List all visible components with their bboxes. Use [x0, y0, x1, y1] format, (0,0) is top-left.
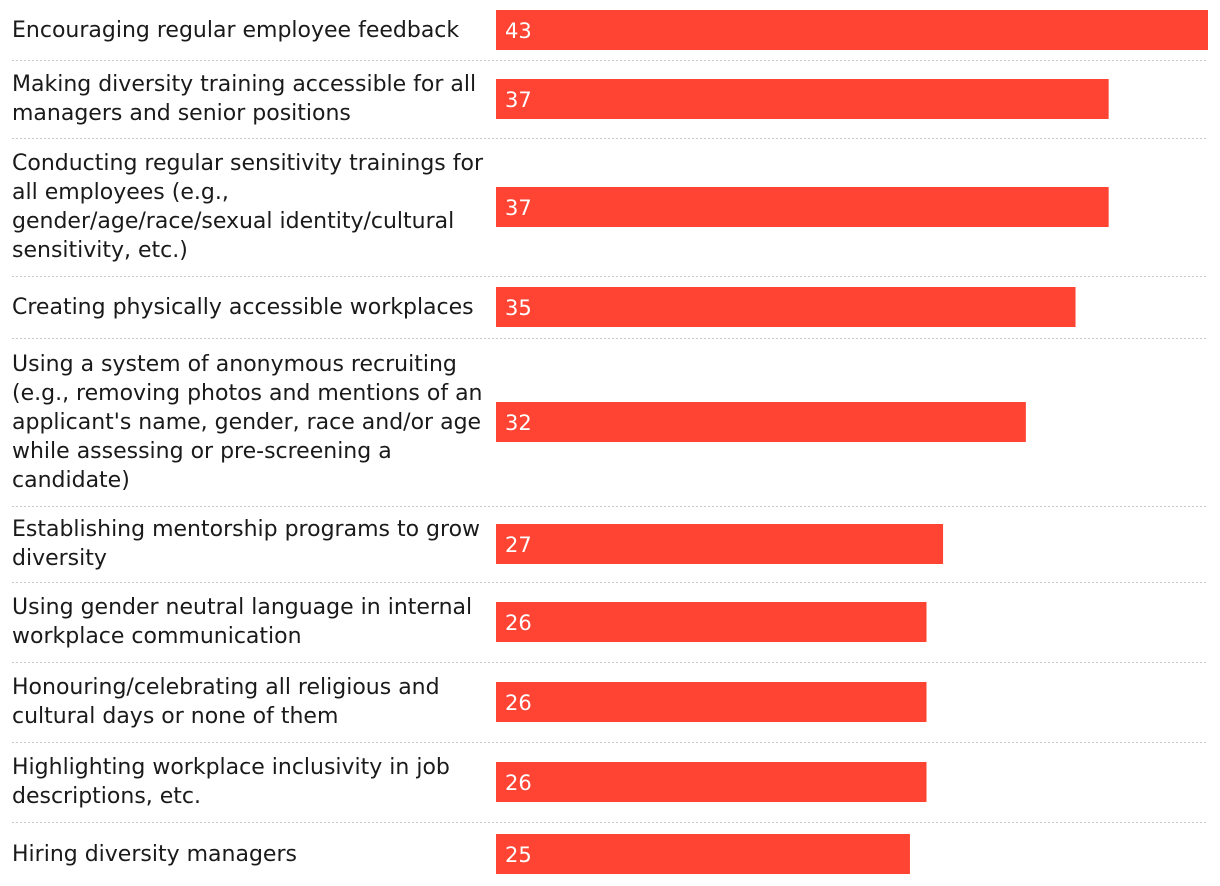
bar-value-label: 26	[505, 611, 532, 635]
bar-value-label: 37	[505, 196, 532, 220]
category-label-text: Hiring diversity managers	[12, 841, 297, 867]
category-label-text: Honouring/celebrating all religious and …	[12, 675, 440, 729]
category-label-text: Using a system of anonymous recruiting (…	[12, 351, 483, 493]
category-label-text: Highlighting workplace inclusivity in jo…	[12, 755, 450, 809]
bar	[496, 10, 1208, 50]
bar-value-label: 35	[505, 296, 532, 320]
category-label: Using a system of anonymous recruiting (…	[12, 338, 490, 506]
category-label-text: Making diversity training accessible for…	[12, 72, 477, 126]
category-label: Establishing mentorship programs to grow…	[12, 506, 490, 582]
bar	[496, 602, 927, 642]
bar	[496, 79, 1109, 119]
bar	[496, 682, 927, 722]
category-label: Hiring diversity managers	[12, 822, 490, 886]
category-label: Encouraging regular employee feedback	[12, 0, 490, 60]
category-label-text: Establishing mentorship programs to grow…	[12, 517, 481, 571]
category-label: Conducting regular sensitivity trainings…	[12, 138, 490, 276]
bar	[496, 402, 1026, 442]
category-label-text: Creating physically accessible workplace…	[12, 294, 474, 320]
bar-value-label: 37	[505, 88, 532, 112]
category-label: Making diversity training accessible for…	[12, 60, 490, 138]
bar	[496, 762, 927, 802]
bar-value-label: 43	[505, 19, 532, 43]
category-label: Honouring/celebrating all religious and …	[12, 662, 490, 742]
category-label-text: Conducting regular sensitivity trainings…	[12, 151, 484, 263]
category-label: Using gender neutral language in interna…	[12, 582, 490, 662]
category-label-text: Using gender neutral language in interna…	[12, 595, 473, 649]
category-label: Highlighting workplace inclusivity in jo…	[12, 742, 490, 822]
bar-value-label: 25	[505, 843, 532, 867]
bar-value-label: 26	[505, 691, 532, 715]
bar-value-label: 32	[505, 411, 532, 435]
bar	[496, 287, 1076, 327]
bar-value-label: 26	[505, 771, 532, 795]
bar-value-label: 27	[505, 533, 532, 557]
bar	[496, 524, 944, 564]
bar	[496, 187, 1109, 227]
category-label-text: Encouraging regular employee feedback	[12, 17, 460, 43]
category-label: Creating physically accessible workplace…	[12, 276, 490, 338]
bar	[496, 834, 910, 874]
